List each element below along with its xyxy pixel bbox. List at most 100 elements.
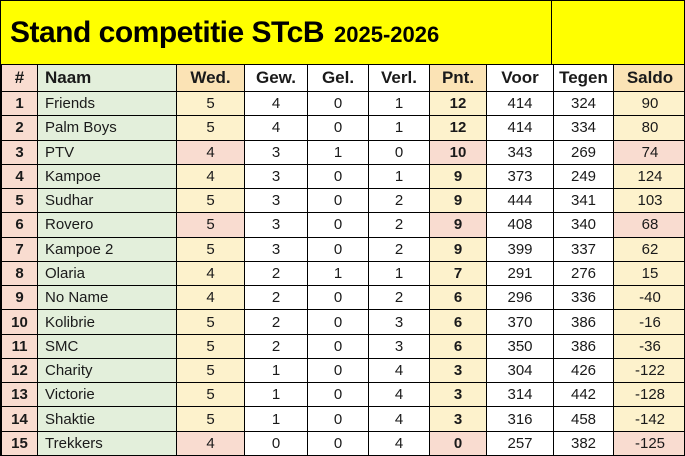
- cell-wed: 5: [176, 382, 245, 408]
- cell-voor: 316: [486, 406, 554, 432]
- cell-verl: 1: [368, 260, 430, 287]
- cell-wed: 4: [176, 430, 245, 455]
- cell-tegen: 458: [553, 406, 614, 432]
- cell-gel: 0: [307, 115, 369, 141]
- cell-pos: 6: [1, 212, 38, 238]
- cell-saldo: 124: [613, 163, 684, 190]
- cell-pnt: 6: [429, 333, 487, 359]
- cell-saldo: 80: [613, 115, 684, 141]
- cell-gel: 0: [307, 333, 369, 359]
- cell-tegen: 276: [553, 260, 614, 287]
- cell-pnt: 6: [429, 285, 487, 311]
- cell-voor: 304: [486, 357, 554, 384]
- cell-tegen: 336: [553, 285, 614, 311]
- cell-pnt: 10: [429, 139, 487, 165]
- cell-naam: Sudhar: [37, 188, 177, 214]
- title-cell: Stand competitie STcB 2025-2026: [1, 1, 552, 64]
- cell-saldo: 74: [613, 139, 684, 165]
- cell-naam: Kampoe 2: [37, 236, 177, 262]
- cell-pos: 7: [1, 236, 38, 262]
- cell-saldo: 68: [613, 212, 684, 238]
- cell-pnt: 12: [429, 90, 487, 117]
- banner-empty-cell: [552, 1, 684, 64]
- cell-pos: 1: [1, 90, 38, 117]
- cell-gew: 2: [244, 260, 308, 287]
- cell-voor: 370: [486, 309, 554, 335]
- table-row: 1 Friends 5 4 0 1 12 414 324 90: [1, 90, 684, 117]
- cell-gew: 3: [244, 188, 308, 214]
- cell-gew: 3: [244, 212, 308, 238]
- cell-wed: 5: [176, 309, 245, 335]
- cell-saldo: -122: [613, 357, 684, 384]
- cell-verl: 3: [368, 333, 430, 359]
- cell-gel: 0: [307, 236, 369, 262]
- cell-gew: 3: [244, 163, 308, 190]
- cell-gew: 2: [244, 309, 308, 335]
- cell-gew: 4: [244, 115, 308, 141]
- cell-verl: 2: [368, 212, 430, 238]
- cell-verl: 0: [368, 139, 430, 165]
- cell-pnt: 9: [429, 163, 487, 190]
- cell-tegen: 334: [553, 115, 614, 141]
- cell-saldo: 90: [613, 90, 684, 117]
- table-row: 4 Kampoe 4 3 0 1 9 373 249 124: [1, 163, 684, 190]
- cell-voor: 343: [486, 139, 554, 165]
- cell-wed: 5: [176, 212, 245, 238]
- cell-verl: 2: [368, 285, 430, 311]
- cell-wed: 4: [176, 260, 245, 287]
- cell-naam: Palm Boys: [37, 115, 177, 141]
- cell-tegen: 249: [553, 163, 614, 190]
- table-row: 11 SMC 5 2 0 3 6 350 386 -36: [1, 333, 684, 359]
- cell-verl: 3: [368, 309, 430, 335]
- cell-pos: 8: [1, 260, 38, 287]
- table-row: 10 Kolibrie 5 2 0 3 6 370 386 -16: [1, 309, 684, 335]
- cell-naam: Olaria: [37, 260, 177, 287]
- cell-gel: 0: [307, 212, 369, 238]
- cell-tegen: 340: [553, 212, 614, 238]
- cell-pnt: 3: [429, 382, 487, 408]
- cell-voor: 296: [486, 285, 554, 311]
- table-row: 2 Palm Boys 5 4 0 1 12 414 334 80: [1, 115, 684, 141]
- cell-saldo: 62: [613, 236, 684, 262]
- column-header-pnt: Pnt.: [429, 64, 487, 92]
- cell-naam: PTV: [37, 139, 177, 165]
- cell-naam: Friends: [37, 90, 177, 117]
- cell-pos: 3: [1, 139, 38, 165]
- cell-voor: 414: [486, 90, 554, 117]
- cell-wed: 5: [176, 90, 245, 117]
- cell-tegen: 341: [553, 188, 614, 214]
- cell-naam: SMC: [37, 333, 177, 359]
- cell-voor: 257: [486, 430, 554, 455]
- table-row: 7 Kampoe 2 5 3 0 2 9 399 337 62: [1, 236, 684, 262]
- cell-pnt: 7: [429, 260, 487, 287]
- cell-tegen: 386: [553, 333, 614, 359]
- cell-gel: 1: [307, 139, 369, 165]
- column-header-gew: Gew.: [244, 64, 308, 92]
- table-row: 12 Charity 5 1 0 4 3 304 426 -122: [1, 357, 684, 384]
- cell-gew: 0: [244, 430, 308, 455]
- cell-voor: 414: [486, 115, 554, 141]
- cell-gel: 0: [307, 406, 369, 432]
- cell-saldo: -40: [613, 285, 684, 311]
- cell-pos: 12: [1, 357, 38, 384]
- cell-pos: 4: [1, 163, 38, 190]
- table-row: 9 No Name 4 2 0 2 6 296 336 -40: [1, 285, 684, 311]
- column-header-tegen: Tegen: [553, 64, 614, 92]
- cell-verl: 1: [368, 115, 430, 141]
- season-label: 2025-2026: [334, 21, 440, 47]
- cell-pos: 5: [1, 188, 38, 214]
- cell-saldo: -16: [613, 309, 684, 335]
- table-row: 5 Sudhar 5 3 0 2 9 444 341 103: [1, 188, 684, 214]
- standings-header: # Naam Wed. Gew. Gel. Verl. Pnt. Voor Tegen Saldo: [1, 64, 684, 92]
- table-row: 6 Rovero 5 3 0 2 9 408 340 68: [1, 212, 684, 238]
- cell-gel: 0: [307, 285, 369, 311]
- cell-gew: 1: [244, 382, 308, 408]
- cell-gew: 1: [244, 406, 308, 432]
- cell-naam: Kolibrie: [37, 309, 177, 335]
- cell-tegen: 386: [553, 309, 614, 335]
- cell-gel: 0: [307, 382, 369, 408]
- cell-pnt: 9: [429, 236, 487, 262]
- cell-verl: 1: [368, 90, 430, 117]
- standings-body: 1 Friends 5 4 0 1 12 414 324 90 2 Palm Boys 5 4 0 1 12 41…: [1, 90, 684, 455]
